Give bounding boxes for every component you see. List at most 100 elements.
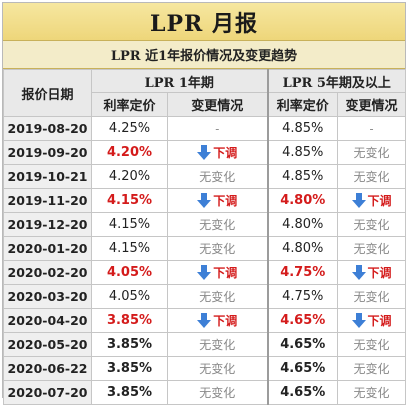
rate-5y-cell: 4.65% bbox=[267, 332, 339, 357]
rate-1y-cell: 4.05% bbox=[91, 260, 168, 285]
down-arrow-icon bbox=[197, 145, 212, 161]
subtitle-banner: LPR 近1年报价情况及变更趋势 bbox=[3, 41, 405, 69]
down-arrow-icon bbox=[351, 313, 366, 329]
date-cell: 2020-02-20 bbox=[3, 260, 92, 285]
date-cell: 2020-05-20 bbox=[3, 332, 92, 357]
table-row: 2019-10-21 4.20% 无变化 4.85% 无变化 bbox=[3, 164, 407, 189]
change-1y-cell: 无变化 bbox=[166, 284, 269, 309]
rate-1y-cell: 4.20% bbox=[91, 164, 168, 189]
change-1y-cell: 下调 bbox=[166, 188, 269, 213]
date-cell: 2020-07-20 bbox=[3, 380, 92, 405]
change-5y-cell: 下调 bbox=[337, 308, 407, 333]
table-row: 2019-08-20 4.25% -4.85% - bbox=[3, 116, 407, 141]
rate-5y-cell: 4.65% bbox=[267, 308, 339, 333]
rate-5y-cell: 4.65% bbox=[267, 356, 339, 381]
change-5y-cell: 下调 bbox=[337, 260, 407, 285]
rate-1y-cell: 4.15% bbox=[91, 236, 168, 261]
change-5y-cell: 无变化 bbox=[337, 380, 407, 405]
down-arrow-icon bbox=[351, 265, 366, 281]
rate-5y-cell: 4.80% bbox=[267, 212, 339, 237]
table-row: 2020-04-20 3.85% 下调 4.65% 下调 bbox=[3, 308, 407, 333]
header-rate-1y: 利率定价 bbox=[91, 92, 168, 117]
rate-5y-cell: 4.80% bbox=[267, 188, 339, 213]
change-1y-cell: 无变化 bbox=[166, 380, 269, 405]
table-row: 2020-03-20 4.05% 无变化 4.75% 无变化 bbox=[3, 284, 407, 309]
down-arrow-icon bbox=[351, 193, 366, 209]
date-cell: 2020-01-20 bbox=[3, 236, 92, 261]
down-arrow-icon bbox=[197, 313, 212, 329]
table-row: 2020-05-20 3.85% 无变化 4.65% 无变化 bbox=[3, 332, 407, 357]
rate-1y-cell: 4.15% bbox=[91, 212, 168, 237]
change-5y-cell: 无变化 bbox=[337, 212, 407, 237]
change-label: 下调 bbox=[213, 193, 238, 208]
change-5y-cell: 无变化 bbox=[337, 356, 407, 381]
date-cell: 2020-04-20 bbox=[3, 308, 92, 333]
date-cell: 2019-08-20 bbox=[3, 116, 92, 141]
rate-1y-cell: 4.20% bbox=[91, 140, 168, 165]
change-5y-cell: 无变化 bbox=[337, 332, 407, 357]
page-title: LPR 月报 bbox=[150, 10, 258, 37]
change-label: 下调 bbox=[367, 193, 392, 208]
table-row: 2020-07-20 3.85% 无变化 4.65% 无变化 bbox=[3, 380, 407, 405]
rate-5y-cell: 4.80% bbox=[267, 236, 339, 261]
table-row: 2019-12-20 4.15% 无变化 4.80% 无变化 bbox=[3, 212, 407, 237]
rate-1y-cell: 3.85% bbox=[91, 356, 168, 381]
change-5y-cell: 无变化 bbox=[337, 164, 407, 189]
rate-1y-cell: 3.85% bbox=[91, 308, 168, 333]
table-row: 2019-11-20 4.15% 下调 4.80% 下调 bbox=[3, 188, 407, 213]
change-5y-cell: 无变化 bbox=[337, 284, 407, 309]
change-1y-cell: 下调 bbox=[166, 140, 269, 165]
change-1y-cell: 无变化 bbox=[166, 332, 269, 357]
change-5y-cell: 无变化 bbox=[337, 236, 407, 261]
date-cell: 2019-11-20 bbox=[3, 188, 92, 213]
change-label: 下调 bbox=[367, 265, 392, 280]
table-row: 2019-09-20 4.20% 下调 4.85% 无变化 bbox=[3, 140, 407, 165]
change-label: 下调 bbox=[213, 265, 238, 280]
date-cell: 2019-10-21 bbox=[3, 164, 92, 189]
change-1y-cell: - bbox=[166, 116, 269, 141]
change-1y-cell: 无变化 bbox=[166, 356, 269, 381]
down-arrow-icon bbox=[197, 193, 212, 209]
table-row: 2020-01-20 4.15% 无变化 4.80% 无变化 bbox=[3, 236, 407, 261]
date-cell: 2019-12-20 bbox=[3, 212, 92, 237]
date-cell: 2020-06-22 bbox=[3, 356, 92, 381]
header-change-5y: 变更情况 bbox=[337, 92, 407, 117]
rate-5y-cell: 4.85% bbox=[267, 140, 339, 165]
table-row: 2020-06-22 3.85% 无变化 4.65% 无变化 bbox=[3, 356, 407, 381]
lpr-table: 报价日期 LPR 1年期 LPR 5年期及以上 利率定价 变更情况 利率定价 变… bbox=[3, 69, 407, 405]
change-5y-cell: 无变化 bbox=[337, 140, 407, 165]
rate-1y-cell: 3.85% bbox=[91, 332, 168, 357]
table-body: 2019-08-20 4.25% -4.85% -2019-09-20 4.20% 下调 4… bbox=[3, 116, 407, 405]
change-label: 下调 bbox=[367, 313, 392, 328]
date-cell: 2020-03-20 bbox=[3, 284, 92, 309]
header-group-5y: LPR 5年期及以上 bbox=[267, 69, 407, 93]
rate-5y-cell: 4.85% bbox=[267, 164, 339, 189]
rate-5y-cell: 4.65% bbox=[267, 380, 339, 405]
change-1y-cell: 无变化 bbox=[166, 212, 269, 237]
change-1y-cell: 下调 bbox=[166, 260, 269, 285]
page-subtitle: LPR 近1年报价情况及变更趋势 bbox=[110, 49, 298, 64]
title-banner: LPR 月报 bbox=[3, 3, 405, 41]
header-change-1y: 变更情况 bbox=[166, 92, 269, 117]
header-date: 报价日期 bbox=[3, 69, 92, 117]
header-group-1y: LPR 1年期 bbox=[90, 69, 269, 93]
rate-5y-cell: 4.75% bbox=[267, 260, 339, 285]
rate-1y-cell: 3.85% bbox=[91, 380, 168, 405]
date-cell: 2019-09-20 bbox=[3, 140, 92, 165]
change-1y-cell: 下调 bbox=[166, 308, 269, 333]
rate-1y-cell: 4.25% bbox=[91, 116, 168, 141]
rate-1y-cell: 4.15% bbox=[91, 188, 168, 213]
rate-1y-cell: 4.05% bbox=[91, 284, 168, 309]
table-header-row-group: 报价日期 LPR 1年期 LPR 5年期及以上 bbox=[3, 69, 407, 117]
change-5y-cell: 下调 bbox=[337, 188, 407, 213]
rate-5y-cell: 4.85% bbox=[267, 116, 339, 141]
down-arrow-icon bbox=[197, 265, 212, 281]
change-label: 下调 bbox=[213, 145, 238, 160]
table-row: 2020-02-20 4.05% 下调 4.75% 下调 bbox=[3, 260, 407, 285]
header-rate-5y: 利率定价 bbox=[267, 92, 339, 117]
change-5y-cell: - bbox=[337, 116, 407, 141]
change-1y-cell: 无变化 bbox=[166, 164, 269, 189]
table-header-row-sub: 利率定价 变更情况 利率定价 变更情况 bbox=[4, 92, 407, 117]
change-1y-cell: 无变化 bbox=[166, 236, 269, 261]
